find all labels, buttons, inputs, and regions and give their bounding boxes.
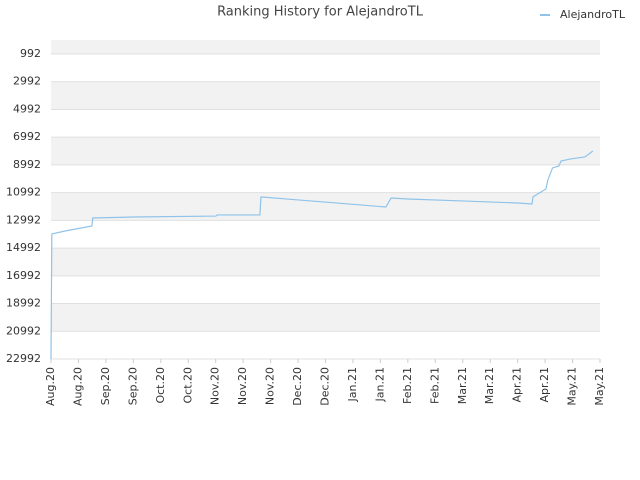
x-tick-label: Dec.20 bbox=[319, 367, 332, 406]
x-tick-label: Feb.21 bbox=[401, 367, 414, 404]
x-tick-label: Nov.20 bbox=[236, 367, 249, 405]
x-tick-label: Jan.21 bbox=[373, 367, 386, 402]
grid-band bbox=[51, 81, 600, 110]
y-tick-label: 12992 bbox=[6, 213, 41, 226]
x-tick-label: Aug.20 bbox=[71, 367, 84, 406]
x-tick-label: Apr.21 bbox=[511, 367, 524, 403]
x-tick-label: Mar.21 bbox=[483, 367, 496, 404]
legend-label: AlejandroTL bbox=[560, 8, 626, 21]
x-tick-label: Nov.20 bbox=[209, 367, 222, 405]
y-tick-label: 6992 bbox=[13, 130, 41, 143]
y-tick-label: 22992 bbox=[6, 352, 41, 365]
x-tick-label: Dec.20 bbox=[291, 367, 304, 406]
grid-band bbox=[51, 137, 600, 165]
x-tick-label: Jan.21 bbox=[346, 367, 359, 402]
y-tick-label: 14992 bbox=[6, 241, 41, 254]
x-tick-label: Mar.21 bbox=[456, 367, 469, 404]
y-tick-label: 18992 bbox=[6, 297, 41, 310]
y-tick-label: 16992 bbox=[6, 269, 41, 282]
x-tick-label: Sep.20 bbox=[99, 367, 112, 405]
x-tick-label: Feb.21 bbox=[428, 367, 441, 404]
x-tick-label: Aug.20 bbox=[44, 367, 57, 406]
chart-title: Ranking History for AlejandroTL bbox=[217, 5, 424, 20]
grid-band bbox=[51, 248, 600, 276]
y-tick-label: 10992 bbox=[6, 186, 41, 199]
x-tick-label: Nov.20 bbox=[264, 367, 277, 405]
grid-band bbox=[51, 303, 600, 332]
grid-band bbox=[51, 192, 600, 221]
x-tick-label: May.21 bbox=[566, 367, 579, 406]
y-tick-label: 2992 bbox=[13, 75, 41, 88]
y-tick-label: 4992 bbox=[13, 102, 41, 115]
x-tick-label: May.21 bbox=[593, 367, 606, 406]
x-tick-label: Apr.21 bbox=[538, 367, 551, 403]
x-tick-label: Sep.20 bbox=[126, 367, 139, 405]
y-tick-label: 20992 bbox=[6, 324, 41, 337]
y-tick-label: 992 bbox=[20, 47, 41, 60]
x-tick-label: Oct.20 bbox=[154, 367, 167, 404]
series-line bbox=[50, 150, 594, 359]
grid-band bbox=[51, 40, 600, 55]
x-tick-label: Oct.20 bbox=[181, 367, 194, 404]
y-tick-label: 8992 bbox=[13, 158, 41, 171]
